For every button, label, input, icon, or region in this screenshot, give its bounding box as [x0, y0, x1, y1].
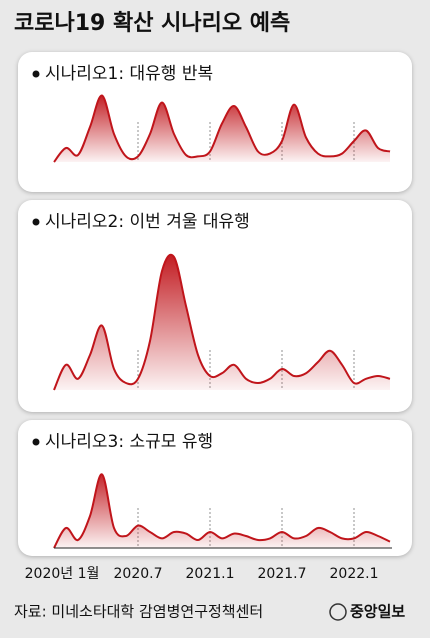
line [53, 473, 391, 549]
x-tick-label: 2020.7 [114, 566, 163, 582]
bullet [32, 70, 40, 78]
line [53, 253, 391, 391]
x-tick-label: 2022.1 [330, 566, 379, 582]
logo: 중앙일보 [350, 603, 405, 621]
area-fill [54, 254, 390, 390]
line [53, 94, 391, 163]
bullet [32, 438, 40, 446]
panel [18, 200, 412, 412]
main-title: 코로나19 확산 시나리오 예측 [14, 11, 290, 36]
x-tick-label: 2021.7 [258, 566, 307, 582]
panel [18, 420, 412, 556]
x-tick-label: 2021.1 [186, 566, 235, 582]
area-fill [54, 474, 390, 548]
area-fill [54, 95, 390, 162]
bullet [32, 218, 40, 226]
panel-title: 시나리오2: 이번 겨울 대유행 [45, 212, 250, 232]
panel-title: 시나리오3: 소규모 유행 [45, 432, 213, 452]
source: 자료: 미네소타대학 감염병연구정책센터 [14, 603, 263, 621]
x-tick-label: 2020년 1월 [25, 566, 100, 582]
logo-icon [329, 603, 347, 621]
panel-title: 시나리오1: 대유행 반복 [45, 64, 213, 84]
